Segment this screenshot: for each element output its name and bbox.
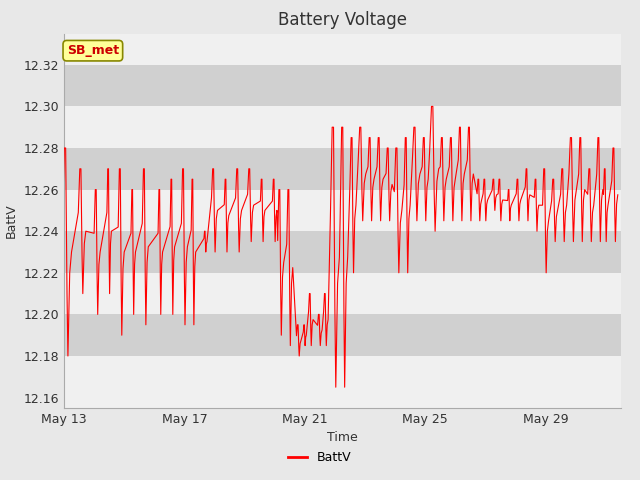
X-axis label: Time: Time [327, 432, 358, 444]
Title: Battery Voltage: Battery Voltage [278, 11, 407, 29]
Bar [64, 190, 621, 231]
Bar [64, 65, 621, 107]
Bar [64, 356, 621, 397]
Legend: BattV: BattV [284, 446, 356, 469]
Bar [64, 148, 621, 190]
Bar [64, 231, 621, 273]
Bar [64, 273, 621, 314]
Text: SB_met: SB_met [67, 44, 119, 57]
Y-axis label: BattV: BattV [5, 204, 18, 238]
Bar [64, 314, 621, 356]
Bar [64, 107, 621, 148]
